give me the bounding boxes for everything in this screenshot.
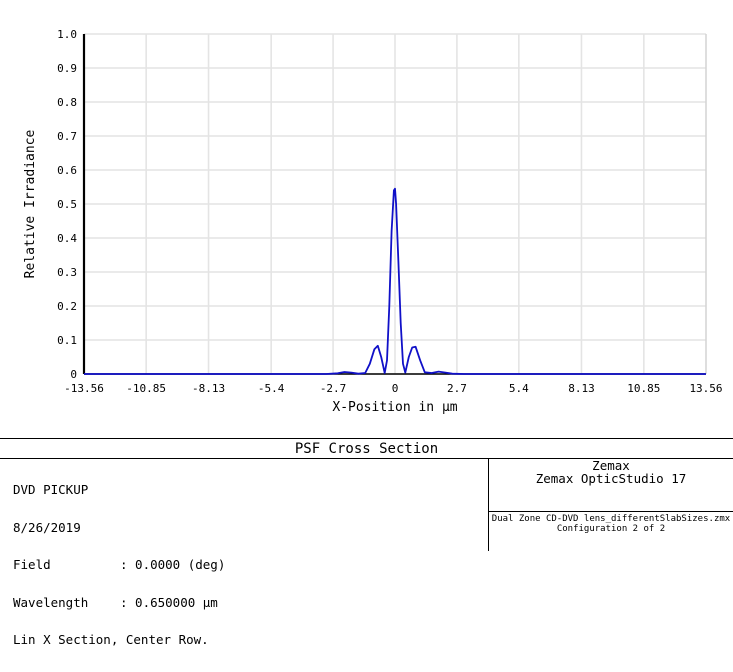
wavelength-label: Wavelength — [13, 594, 89, 610]
x-tick-label: 13.56 — [689, 382, 722, 395]
x-tick-label: 0 — [392, 382, 399, 395]
product-box: Zemax Zemax OpticStudio 17 Dual Zone CD-… — [488, 459, 733, 551]
y-tick-label: 0 — [70, 368, 77, 381]
y-tick-label: 0.3 — [57, 266, 77, 279]
y-axis-label: Relative Irradiance — [23, 129, 38, 278]
analysis-info: DVD PICKUP 8/26/2019 Field : 0.0000 (deg)… — [13, 459, 225, 672]
product-info: Zemax Zemax OpticStudio 17 — [489, 459, 733, 485]
file-name: Dual Zone CD-DVD lens_differentSlabSizes… — [491, 514, 731, 524]
y-tick-label: 0.8 — [57, 96, 77, 109]
y-tick-label: 0.6 — [57, 164, 77, 177]
psf-series-line — [84, 187, 706, 375]
x-tick-label: 10.85 — [627, 382, 660, 395]
x-tick-label: 8.13 — [568, 382, 595, 395]
file-info: Dual Zone CD-DVD lens_differentSlabSizes… — [489, 511, 733, 551]
wavelength-value: : 0.650000 µm — [120, 594, 218, 610]
y-tick-label: 0.7 — [57, 130, 77, 143]
configuration-label: Configuration 2 of 2 — [556, 524, 666, 534]
y-tick-label: 0.1 — [57, 334, 77, 347]
field-value: : 0.0000 (deg) — [120, 557, 226, 572]
x-tick-label: 2.7 — [447, 382, 467, 395]
y-axis-ticks: 0 0.1 0.2 0.3 0.4 0.5 0.6 0.7 0.8 0.9 1.0 — [57, 28, 77, 381]
y-tick-label: 0.5 — [57, 198, 77, 211]
analysis-date: 8/26/2019 — [13, 519, 81, 535]
x-tick-label: 5.4 — [509, 382, 529, 395]
series-layer — [84, 187, 706, 375]
field-label: Field — [13, 557, 51, 572]
company-name: Zemax — [592, 458, 630, 473]
x-tick-label: -5.4 — [258, 382, 285, 395]
x-tick-label: -2.7 — [320, 382, 347, 395]
x-axis-ticks: -13.56 -10.85 -8.13 -5.4 -2.7 0 2.7 5.4 8.13 10.8… — [64, 382, 722, 395]
analysis-title: PSF Cross Section — [0, 439, 733, 459]
x-tick-label: -13.56 — [64, 382, 104, 395]
y-tick-label: 1.0 — [57, 28, 77, 41]
psf-cross-section-chart: 00.10.20.30.40.50.60.70.80.91.0 -13.56 -1… — [23, 28, 723, 415]
y-tick-label: 0.9 — [57, 62, 77, 75]
field-row: Field : 0.0000 (deg) — [13, 557, 226, 572]
y-tick-label: 0.2 — [57, 300, 77, 313]
section-description: Lin X Section, Center Row. — [13, 632, 209, 647]
product-name: Zemax OpticStudio 17 — [535, 471, 687, 486]
x-axis-label: X-Position in µm — [332, 400, 457, 415]
x-tick-label: -8.13 — [192, 382, 225, 395]
system-name: DVD PICKUP — [13, 482, 89, 497]
x-tick-label: -10.85 — [126, 382, 166, 395]
wavelength-row: Wavelength : 0.650000 µm — [13, 594, 225, 610]
y-tick-label: 0.4 — [57, 232, 77, 245]
info-footer: PSF Cross Section DVD PICKUP 8/26/2019 F… — [0, 438, 733, 646]
